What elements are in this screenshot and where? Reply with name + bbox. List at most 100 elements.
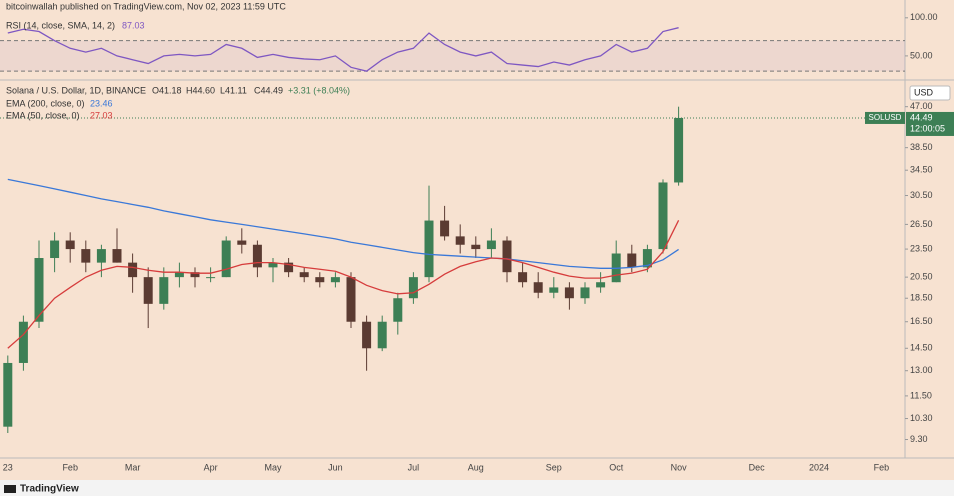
y-tick-label: 11.50 <box>910 390 932 400</box>
rsi-title: RSI (14, close, SMA, 14, 2) <box>6 20 115 30</box>
candle-body <box>190 272 200 278</box>
y-tick-label: 30.50 <box>910 190 933 200</box>
y-tick-label: 26.50 <box>910 219 933 229</box>
y-tick-label: 14.50 <box>910 343 933 353</box>
ohlc-label: C44.49 <box>254 85 283 95</box>
x-tick-label: Feb <box>62 462 78 472</box>
candle-body <box>330 277 340 283</box>
price-tag <box>906 111 954 136</box>
candle-body <box>471 244 481 250</box>
candle-body <box>455 236 465 245</box>
rsi-line <box>7 27 679 72</box>
candle-body <box>627 253 637 268</box>
candle-body <box>252 244 262 268</box>
candle-body <box>50 240 60 259</box>
x-tick-label: May <box>264 462 282 472</box>
candle-body <box>18 321 28 363</box>
candle-body <box>3 362 13 427</box>
legend-name: EMA (200, close, 0) <box>6 98 85 108</box>
candle-body <box>642 249 652 268</box>
y-tick-label: 50.00 <box>910 50 933 60</box>
currency-box <box>909 85 951 101</box>
x-tick-label: 23 <box>3 462 13 472</box>
candle-body <box>408 277 418 299</box>
candle-body <box>533 282 543 293</box>
x-tick-label: Nov <box>671 462 688 472</box>
candle-body <box>346 277 356 322</box>
candle-body <box>440 220 450 237</box>
candle-body <box>518 272 528 283</box>
y-tick-label: 100.00 <box>910 12 938 22</box>
candle-body <box>65 240 75 250</box>
candle-body <box>424 220 434 278</box>
countdown: 12:00:05 <box>910 123 945 133</box>
y-tick-label: 10.30 <box>910 413 933 423</box>
ohlc-label: L41.11 <box>220 85 247 95</box>
candle-body <box>96 249 106 263</box>
ohlc-label: H44.60 <box>186 85 215 95</box>
footer-bar <box>0 480 954 496</box>
candle-body <box>377 321 387 349</box>
candle-body <box>237 240 247 245</box>
candle-body <box>315 277 325 283</box>
candle-body <box>112 249 122 263</box>
y-tick-label: 18.50 <box>910 293 933 303</box>
x-tick-label: Jul <box>408 462 420 472</box>
legend-value: 23.46 <box>90 98 113 108</box>
footer-brand: TradingView <box>20 484 79 495</box>
y-tick-label: 23.50 <box>910 243 933 253</box>
candle-body <box>81 249 91 263</box>
x-tick-label: Dec <box>749 462 766 472</box>
x-tick-label: 2024 <box>809 462 829 472</box>
candle-body <box>362 321 372 349</box>
y-tick-label: 38.50 <box>910 142 933 152</box>
rsi-value: 87.03 <box>122 20 145 30</box>
symbol-tag <box>865 111 905 124</box>
last-price: 44.49 <box>910 112 933 122</box>
candle-body <box>596 282 606 288</box>
legend-name: EMA (50, close, 0) <box>6 110 80 120</box>
change: +3.31 (+8.04%) <box>288 85 350 95</box>
candle-body <box>549 287 559 293</box>
candle-body <box>674 117 684 183</box>
legend-value: 27.03 <box>90 110 113 120</box>
x-tick-label: Aug <box>468 462 484 472</box>
x-tick-label: Jun <box>328 462 343 472</box>
x-tick-label: Mar <box>125 462 141 472</box>
ema-line <box>7 220 680 349</box>
candle-body <box>580 287 590 299</box>
candle-body <box>502 240 512 273</box>
candle-body <box>393 298 403 322</box>
x-tick-label: Feb <box>874 462 890 472</box>
candle-body <box>34 258 44 322</box>
x-tick-label: Sep <box>546 462 562 472</box>
x-tick-label: Oct <box>609 462 624 472</box>
candle-body <box>174 272 184 278</box>
x-tick-label: Apr <box>204 462 218 472</box>
ema-line <box>7 178 679 269</box>
y-tick-label: 47.00 <box>910 101 933 111</box>
background <box>0 0 954 480</box>
candle-body <box>284 262 294 273</box>
main-title: Solana / U.S. Dollar, 1D, BINANCE <box>6 85 146 95</box>
y-tick-label: 16.50 <box>910 316 933 326</box>
candle-body <box>159 277 169 304</box>
y-tick-label: 13.00 <box>910 365 933 375</box>
candle-body <box>221 240 231 278</box>
y-tick-label: 20.50 <box>910 272 933 282</box>
candle-body <box>143 277 153 304</box>
candle-body <box>486 240 496 250</box>
candle-body <box>564 287 574 299</box>
y-tick-label: 34.50 <box>910 165 933 175</box>
logo <box>4 485 16 493</box>
currency: USD <box>914 87 934 97</box>
y-tick-label: 9.30 <box>910 434 928 444</box>
candle-body <box>299 272 309 278</box>
rsi-band <box>0 40 905 72</box>
publisher: bitcoinwallah published on TradingView.c… <box>6 1 286 11</box>
candle-body <box>658 182 668 250</box>
candle-body <box>268 262 278 268</box>
symbol-label: SOLUSD <box>869 113 902 122</box>
ohlc-label: O41.18 <box>152 85 182 95</box>
